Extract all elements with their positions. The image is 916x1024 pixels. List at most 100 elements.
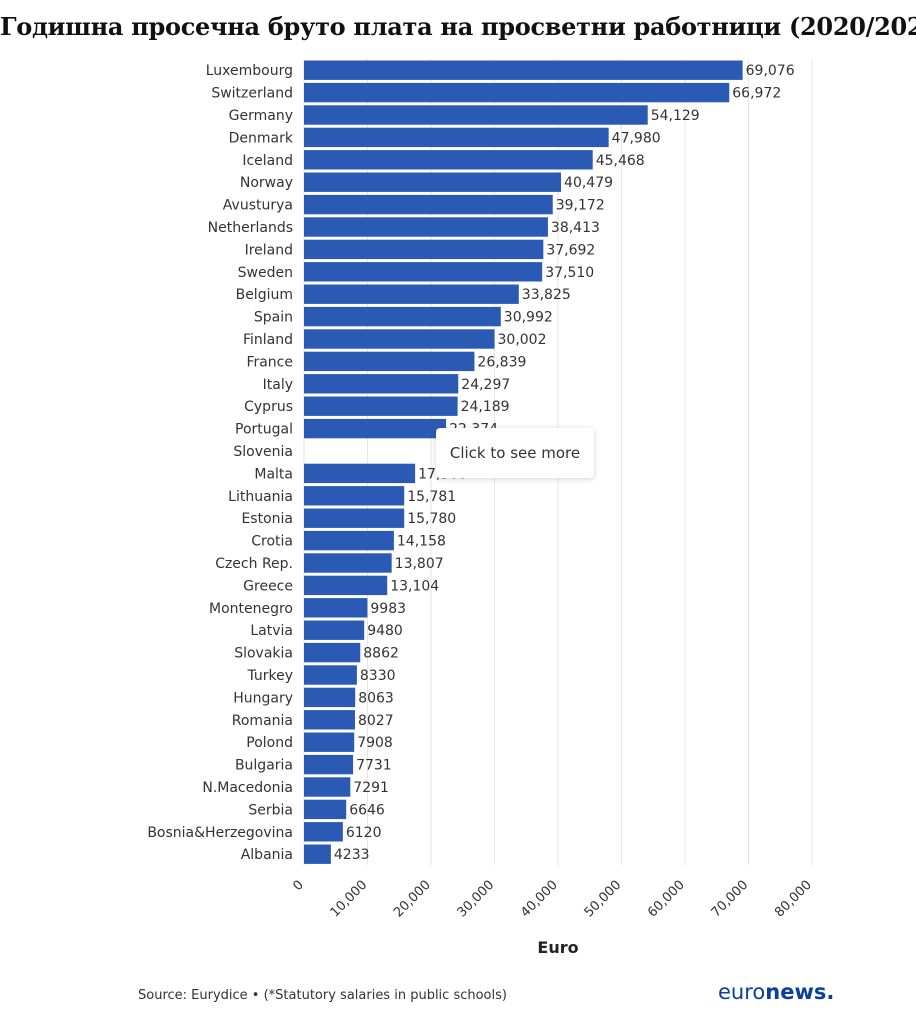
category-label: Estonia <box>241 511 293 527</box>
bar-value-label: 7291 <box>353 780 389 796</box>
bar-value-label: 14,158 <box>397 534 446 550</box>
category-label: Czech Rep. <box>215 556 293 572</box>
bar-value-label: 30,992 <box>504 310 553 326</box>
bar <box>304 239 544 260</box>
bar-value-label: 66,972 <box>732 86 781 102</box>
bar-value-label: 39,172 <box>556 198 605 214</box>
bar-value-label: 4233 <box>334 847 370 863</box>
category-label: Lithuania <box>228 489 293 505</box>
category-label: Switzerland <box>211 86 293 102</box>
x-tick-label: 20,000 <box>391 878 434 921</box>
x-tick-label: 80,000 <box>772 878 815 921</box>
bar <box>304 217 548 237</box>
category-label: Finland <box>243 332 293 348</box>
category-label: Iceland <box>242 153 293 169</box>
logo-news: news. <box>765 980 835 1004</box>
category-label: Malta <box>254 466 293 482</box>
x-axis-title: Euro <box>537 938 578 957</box>
bar-value-label: 37,510 <box>545 265 594 281</box>
bar <box>304 82 730 103</box>
bar <box>304 642 361 663</box>
category-label: Montenegro <box>209 601 293 617</box>
category-label: Polond <box>246 735 293 751</box>
bar <box>304 172 562 192</box>
bar-value-label: 24,297 <box>461 377 510 393</box>
category-label: Germany <box>229 108 293 124</box>
logo-euro: euro <box>718 980 766 1004</box>
bar <box>304 553 392 573</box>
bar-value-label: 38,413 <box>551 220 600 236</box>
category-label: Spain <box>254 310 293 326</box>
bar-value-label: 30,002 <box>498 332 547 348</box>
category-label: Avusturya <box>223 198 293 214</box>
bar <box>304 575 388 596</box>
bar <box>304 194 553 215</box>
bar-value-label: 15,781 <box>407 489 456 505</box>
bar <box>304 754 354 775</box>
bar <box>304 351 475 372</box>
category-label: Sweden <box>238 265 293 281</box>
bar-value-label: 33,825 <box>522 287 571 303</box>
bar-value-label: 37,692 <box>546 242 595 258</box>
category-label: Albania <box>241 847 293 863</box>
bar-value-label: 7731 <box>356 758 392 774</box>
bar <box>304 262 543 282</box>
bar <box>304 486 405 506</box>
bar <box>304 598 368 618</box>
bar-value-label: 6120 <box>346 825 382 841</box>
x-tick-label: 10,000 <box>328 878 371 921</box>
x-tick-label: 40,000 <box>518 878 561 921</box>
bar-value-label: 45,468 <box>596 153 645 169</box>
category-label: Greece <box>243 578 293 594</box>
bar <box>304 777 351 797</box>
bar-value-label: 47,980 <box>612 130 661 146</box>
bar-value-label: 13,807 <box>395 556 444 572</box>
bar <box>304 732 355 752</box>
bar-value-label: 9480 <box>367 623 403 639</box>
bar-value-label: 13,104 <box>390 578 439 594</box>
category-label: France <box>246 354 293 370</box>
bar-value-label: 9983 <box>370 601 406 617</box>
category-label: Crotia <box>251 534 293 550</box>
category-label: Serbia <box>248 802 293 818</box>
category-label: Bosnia&Herzegovina <box>147 825 293 841</box>
bar <box>304 710 355 730</box>
category-label: Belgium <box>236 287 293 303</box>
category-label: Portugal <box>235 422 293 438</box>
category-label: Cyprus <box>244 399 293 415</box>
x-tick-label: 50,000 <box>582 878 625 921</box>
bar-value-label: 7908 <box>357 735 393 751</box>
bar-value-label: 40,479 <box>564 175 613 191</box>
bar-value-label: 26,839 <box>477 354 526 370</box>
bar-chart: Luxembourg 69,076 Switzerland 66,972 Germany… <box>147 59 815 957</box>
bar-value-label: 8330 <box>360 668 396 684</box>
bar-value-label: 8063 <box>358 690 394 706</box>
bar <box>304 284 519 304</box>
bar-value-label: 15,780 <box>407 511 456 527</box>
bar <box>304 418 447 439</box>
bar <box>304 396 458 416</box>
bar-value-label: 8862 <box>363 646 399 662</box>
bar <box>304 127 609 148</box>
category-label: Norway <box>240 175 293 191</box>
x-tick-label: 0 <box>290 878 306 894</box>
bar <box>304 530 394 551</box>
bar <box>304 463 416 484</box>
category-label: Romania <box>232 713 293 729</box>
bar-value-label: 54,129 <box>651 108 700 124</box>
euronews-logo[interactable]: euronews. <box>718 980 834 1004</box>
chart-title: Годишна просечна бруто плата на просветн… <box>0 12 916 41</box>
category-label: Italy <box>263 377 293 393</box>
x-tick-label: 30,000 <box>455 878 498 921</box>
bar <box>304 105 648 125</box>
bar <box>304 60 743 80</box>
bar-value-label: 8027 <box>358 713 394 729</box>
bar-value-label: 24,189 <box>461 399 510 415</box>
bar <box>304 620 365 640</box>
click-to-see-more-tooltip[interactable]: Click to see more <box>436 428 594 478</box>
source-note: Source: Eurydice • (*Statutory salaries … <box>138 988 507 1003</box>
bar <box>304 687 356 708</box>
bar-value-label: 6646 <box>349 802 385 818</box>
category-label: Denmark <box>229 130 294 146</box>
category-label: N.Macedonia <box>202 780 293 796</box>
